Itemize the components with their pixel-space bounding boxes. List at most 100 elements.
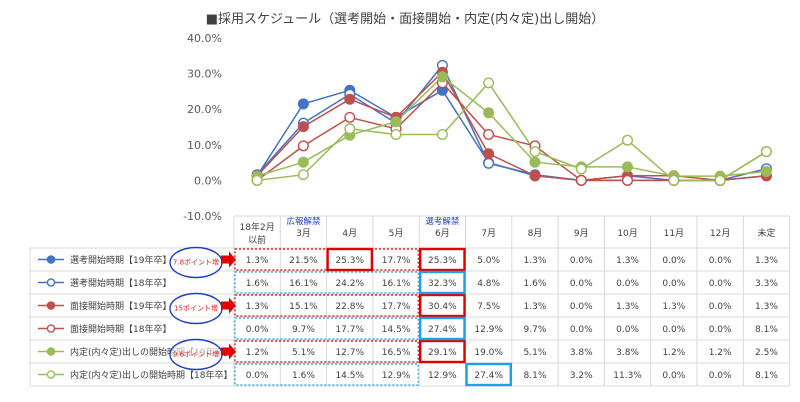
data-point xyxy=(622,174,634,186)
table-cell: 14.5% xyxy=(335,371,364,381)
table-cell: 15.1% xyxy=(289,302,318,312)
y-axis: -10.0% 0.0% 10.0% 20.0% 30.0% 40.0% xyxy=(183,32,222,223)
table-cell: 1.3% xyxy=(616,256,639,266)
table-cell: 0.0% xyxy=(709,256,732,266)
table-cell: 12.9% xyxy=(474,325,503,335)
y-tick-label: 10.0% xyxy=(187,139,222,152)
table-cell: 17.7% xyxy=(335,325,364,335)
table-cell: 0.0% xyxy=(662,256,685,266)
category-label: 7月 xyxy=(481,228,496,239)
table-cell: 9.7% xyxy=(524,325,547,335)
table-cell: 14.5% xyxy=(382,325,411,335)
y-tick-label: -10.0% xyxy=(183,210,222,223)
table-cell: 12.9% xyxy=(382,371,411,381)
table-cell: 5.1% xyxy=(524,348,547,358)
legend-marker xyxy=(46,301,56,310)
category-label: 未定 xyxy=(757,227,775,239)
table-cell: 25.3% xyxy=(335,256,364,266)
data-point xyxy=(436,71,448,83)
data-point xyxy=(714,174,726,186)
category-label: 9月 xyxy=(574,228,589,239)
category-label: 3月 xyxy=(296,228,311,239)
highlight-box-red xyxy=(419,247,466,272)
data-point xyxy=(483,157,495,169)
highlight-span-blue xyxy=(234,317,419,340)
series-line xyxy=(256,75,767,177)
data-point xyxy=(297,140,309,152)
data-point xyxy=(344,93,356,105)
legend-label: 選考開始時期【19年卒】 xyxy=(70,254,171,266)
annotation-label: 9.6ポイント増 xyxy=(173,350,219,359)
data-point xyxy=(344,111,356,123)
series-line xyxy=(256,63,767,182)
table-cell: 1.3% xyxy=(662,302,685,312)
legend-marker xyxy=(46,324,56,333)
highlight-span-blue xyxy=(234,363,419,386)
table-cell: 27.4% xyxy=(474,371,503,381)
table-cell: 21.5% xyxy=(289,256,318,266)
table-cell: 32.3% xyxy=(428,279,457,289)
data-point xyxy=(251,174,263,186)
data-point xyxy=(483,77,495,89)
highlight-box-red xyxy=(419,339,466,364)
series-line xyxy=(256,70,767,182)
data-point xyxy=(622,161,634,173)
data-point xyxy=(390,128,402,140)
data-point xyxy=(529,146,541,158)
table-cell: 27.4% xyxy=(428,325,457,335)
table-cell: 11.3% xyxy=(613,371,642,381)
data-point xyxy=(483,148,495,160)
table-cell: 3.8% xyxy=(616,348,639,358)
y-tick-label: 40.0% xyxy=(187,32,222,45)
table-cell: 16.1% xyxy=(382,279,411,289)
table-cell: 0.0% xyxy=(246,325,269,335)
table-cell: 7.5% xyxy=(477,302,500,312)
chart-title: ■採用スケジュール（選考開始・面接開始・内定(内々定)出し開始） xyxy=(206,11,605,27)
legend-label: 面接開始時期【19年卒】 xyxy=(70,300,171,312)
table-cell: 29.1% xyxy=(428,348,457,358)
series-line xyxy=(256,81,767,182)
highlight-overlays: 7.8ポイント増 15ポイント増 9.6ポイント増 xyxy=(169,246,512,387)
legend-label: 面接開始時期【18年卒】 xyxy=(70,323,171,335)
table-cell: 1.3% xyxy=(755,302,778,312)
legend-label: 選考開始時期【18年卒】 xyxy=(70,277,171,289)
data-point xyxy=(344,123,356,135)
table-cell: 24.2% xyxy=(335,279,364,289)
data-point xyxy=(297,121,309,133)
annotation-arrow xyxy=(221,343,236,360)
category-label: 12月 xyxy=(710,228,730,239)
table-cell: 3.3% xyxy=(755,279,778,289)
data-point xyxy=(297,98,309,110)
highlight-box-blue xyxy=(465,362,512,387)
table-cell: 1.6% xyxy=(246,279,269,289)
table-cell: 25.3% xyxy=(428,256,457,266)
category-label: 8月 xyxy=(528,228,543,239)
legend-marker xyxy=(46,255,56,264)
table-cell: 8.1% xyxy=(524,371,547,381)
table-cell: 0.0% xyxy=(709,279,732,289)
table-cell: 0.0% xyxy=(616,325,639,335)
data-point xyxy=(436,128,448,140)
data-point xyxy=(575,163,587,175)
annotation-arrow xyxy=(221,251,236,268)
data-point xyxy=(390,116,402,128)
data-point xyxy=(760,165,772,177)
category-label: 以前 xyxy=(248,234,266,246)
table-cell: 5.1% xyxy=(292,348,315,358)
table-cell: 0.0% xyxy=(246,371,269,381)
data-point xyxy=(622,134,634,146)
table-cell: 30.4% xyxy=(428,302,457,312)
annotation-label: 7.8ポイント増 xyxy=(173,258,219,267)
table-cell: 1.2% xyxy=(662,348,685,358)
table-cell: 1.3% xyxy=(246,302,269,312)
highlight-box-blue xyxy=(419,316,466,341)
data-point xyxy=(760,146,772,158)
table-cell: 0.0% xyxy=(570,302,593,312)
table-cell: 0.0% xyxy=(662,279,685,289)
data-point xyxy=(668,174,680,186)
table-cell: 12.7% xyxy=(335,348,364,358)
table-cell: 3.8% xyxy=(570,348,593,358)
table-cell: 0.0% xyxy=(709,371,732,381)
